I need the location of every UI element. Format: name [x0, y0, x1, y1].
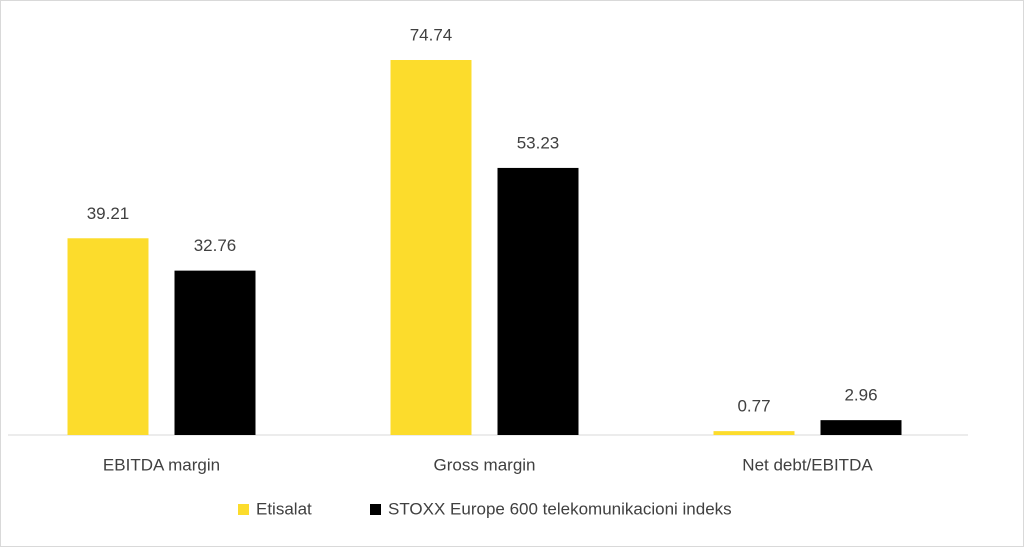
- value-label: 32.76: [194, 236, 237, 255]
- bar: [820, 420, 902, 435]
- value-label: 53.23: [517, 133, 560, 152]
- bar: [497, 167, 579, 435]
- value-label: 74.74: [410, 25, 453, 44]
- legend-swatch: [238, 504, 249, 515]
- value-label: 0.77: [737, 397, 770, 416]
- bar: [713, 431, 795, 435]
- bar: [67, 238, 149, 435]
- legend-label: Etisalat: [256, 499, 312, 518]
- legend-swatch: [370, 504, 381, 515]
- x-tick-label: Net debt/EBITDA: [742, 455, 873, 474]
- bar: [174, 270, 256, 435]
- value-label: 39.21: [87, 204, 130, 223]
- value-label: 2.96: [844, 386, 877, 405]
- legend-label: STOXX Europe 600 telekomunikacioni indek…: [388, 499, 732, 518]
- x-tick-label: EBITDA margin: [103, 455, 220, 474]
- bar: [390, 60, 472, 435]
- x-tick-label: Gross margin: [433, 455, 535, 474]
